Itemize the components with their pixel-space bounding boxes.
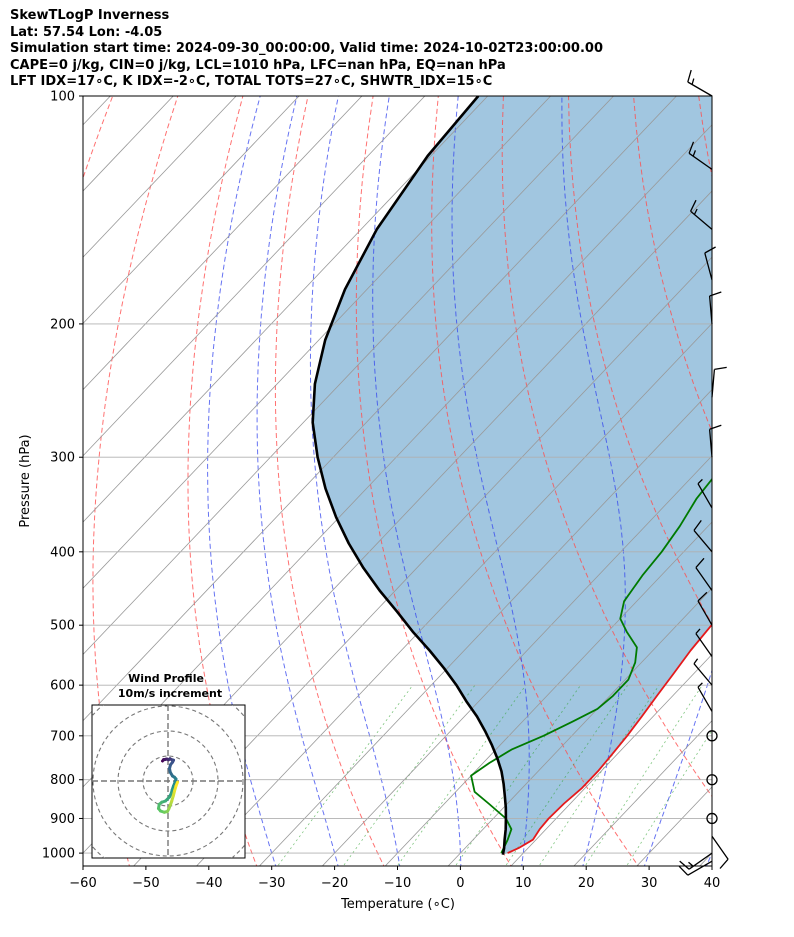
y-tick-label: 500 [50,619,75,634]
plot-area [0,79,794,869]
y-tick-label: 400 [50,545,75,560]
dry-adiabat-line [431,96,639,866]
isotherm-line [83,96,615,656]
chart-header: SkewTLogP Inverness Lat: 57.54 Lon: -4.0… [10,8,790,91]
y-tick-label: 100 [50,90,75,105]
wind-barb [688,141,713,170]
isotherm-line [573,720,712,866]
hodograph-inset: Wind Profile 10m/s increment [91,672,246,859]
wind-barb [695,628,713,657]
y-tick-label: 300 [50,451,75,466]
y-tick-label: 800 [50,773,75,788]
x-axis-label: Temperature (∘C) [340,897,455,912]
mixing-ratio-line [505,684,629,866]
wind-barb [697,478,713,509]
isotherm-line [83,96,678,722]
isotherm-line [195,322,712,866]
cape-cin-shading [312,96,712,855]
sounding-lines [311,96,712,855]
wind-barb [711,366,727,398]
isotherm-line [83,96,300,325]
wind-barb [697,682,713,712]
x-tick-label: 0 [456,876,464,891]
y-tick-label: 200 [50,317,75,332]
moist-adiabat-line [309,96,401,866]
parcel-path-line [311,96,508,855]
hodograph-subtitle: 10m/s increment [118,687,222,700]
wind-barb [697,591,713,626]
stability-indices-2: LFT IDX=17∘C, K IDX=-2∘C, TOTAL TOTS=27∘… [10,74,493,89]
y-tick-label: 600 [50,679,75,694]
dry-adiabat-line [764,96,794,869]
stability-indices-1: CAPE=0 j/kg, CIN=0 j/kg, LCL=1010 hPa, L… [10,57,506,73]
x-tick-label: 40 [704,876,721,891]
moist-adiabats [207,96,712,866]
isotherm-line [258,389,712,866]
y-axis-label: Pressure (hPa) [18,434,33,527]
isotherm-line [510,653,712,866]
isotherm-line [447,587,712,866]
y-tick-label: 1000 [42,847,75,862]
wind-barb [690,199,713,230]
dry-adiabat-line [92,96,179,866]
isotherm-line [83,96,552,589]
isotherm-line [321,455,712,866]
wind-barb [693,520,713,553]
x-tick-label: 10 [515,876,532,891]
axes: −60 −50 −40 −30 −20 −10 0 10 20 30 40 100 200 300 400 5… [42,90,720,892]
wind-barb [704,246,716,281]
dry-adiabat-line [355,96,512,866]
x-tick-label: 30 [641,876,658,891]
parcel-shading [312,96,712,855]
dry-adiabat-line [698,96,712,179]
x-tick-label: 20 [578,876,595,891]
dewpoint-line [470,477,712,854]
station-coordinates: Lat: 57.54 Lon: -4.05 [10,24,163,40]
moist-adiabat-line [561,96,626,866]
x-tick-label: −60 [69,876,96,891]
x-tick-label: −50 [132,876,159,891]
mixing-ratio-line [342,684,476,866]
hodograph-trace [157,757,179,814]
y-tick-label: 900 [50,812,75,827]
moist-adiabat-line [207,96,277,866]
isotherm-line [83,96,237,258]
skewed-isotherms [0,79,712,869]
dry-adiabat-line [274,96,385,866]
isotherm-line [83,96,363,391]
station-title: SkewTLogP Inverness [10,8,170,23]
moist-adiabat-line [451,96,530,866]
isotherm-line [133,256,712,866]
hodograph-title: Wind Profile [128,672,204,685]
mixing-ratio-line [277,684,414,866]
wind-barb [693,658,713,686]
mixing-ratio-line [454,684,581,866]
wind-barb [678,860,713,876]
x-tick-label: −40 [195,876,222,891]
x-tick-label: −10 [384,876,411,891]
moist-adiabat-line [372,96,462,866]
x-tick-label: −30 [258,876,285,891]
isotherm-line [83,96,426,457]
dry-adiabat-line [501,96,712,798]
y-tick-label: 700 [50,729,75,744]
simulation-times: Simulation start time: 2024-09-30_00:00:… [10,41,603,56]
mixing-ratio-lines [277,684,712,866]
hodograph-rings [92,705,245,858]
wind-barb [695,557,713,591]
isotherm-line [384,521,712,866]
isotherm-line [83,96,489,523]
isotherm-line [0,79,1,869]
hodograph-segment [174,780,179,788]
wind-barb [711,835,729,869]
moist-adiabat-line [705,851,712,866]
x-tick-label: −20 [321,876,348,891]
temperature-line [507,622,712,854]
wind-barb [687,69,713,97]
